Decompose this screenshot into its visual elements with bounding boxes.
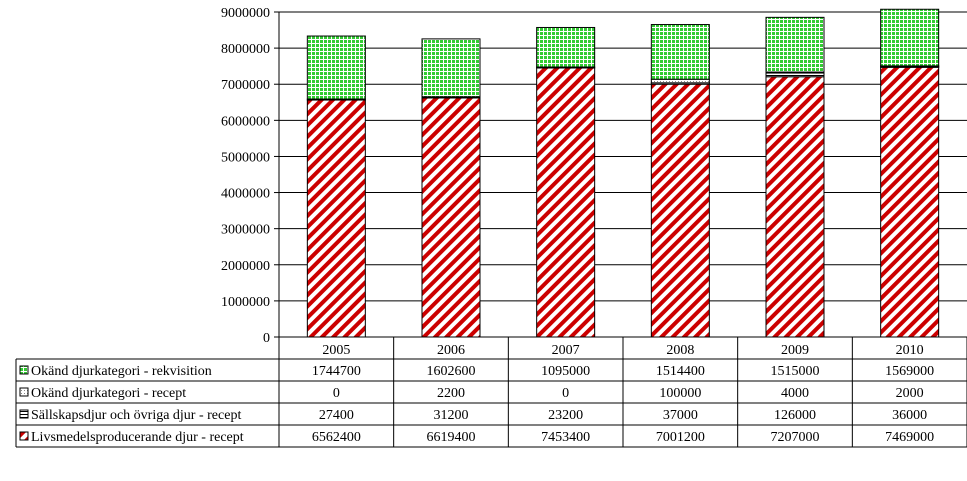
legend-key [19,409,29,419]
y-tick-label: 1000000 [221,295,270,310]
series-name: Livsmedelsproducerande djur - recept [31,430,244,445]
category-label: 2007 [552,343,580,358]
table-value: 1744700 [312,364,361,379]
category-label: 2010 [896,343,924,358]
table-value: 7001200 [656,430,705,445]
table-value: 7453400 [541,430,590,445]
table-value: 1569000 [885,364,934,379]
category-label: 2008 [666,343,694,358]
bar-segment [880,66,940,338]
table-value: 0 [333,386,340,401]
y-tick-label: 3000000 [221,223,270,238]
table-value: 31200 [434,408,469,423]
series-name: Okänd djurkategori - rekvisition [31,364,212,379]
table-value: 7207000 [771,430,820,445]
bar-segment [880,8,940,67]
table-value: 37000 [663,408,698,423]
y-tick-label: 8000000 [221,42,270,57]
table-value: 2000 [896,386,924,401]
y-tick-label: 0 [263,331,270,346]
legend-key [19,387,29,397]
data-table: 2005 2006 2007 2008 2009 2010 Okänd djurkatego… [15,336,967,448]
y-tick-label: 6000000 [221,114,270,129]
category-label: 2005 [322,343,350,358]
bar-segment [650,24,710,80]
table-value: 126000 [774,408,816,423]
table-value: 6619400 [427,430,476,445]
table-value: 1514400 [656,364,705,379]
table-value: 1602600 [427,364,476,379]
bar-segment [650,78,710,84]
table-value: 1095000 [541,364,590,379]
value-axis: 0 1000000 2000000 3000000 4000000 5000000 6000… [221,6,280,346]
legend-key [19,431,29,441]
table-value: 27400 [319,408,354,423]
bar-segment [306,99,366,338]
bar-segment [650,83,710,338]
bar-segment [306,35,366,100]
y-tick-label: 4000000 [221,187,270,202]
y-tick-label: 7000000 [221,78,270,93]
table-value: 1515000 [771,364,820,379]
y-tick-label: 2000000 [221,259,270,274]
table-value: 7469000 [885,430,934,445]
table-value: 36000 [892,408,927,423]
bar-segment [765,16,825,73]
gridlines [279,11,967,302]
bar-segment [536,26,596,68]
table-value: 23200 [548,408,583,423]
category-label: 2006 [437,343,465,358]
bar-segment [421,97,481,338]
table-value: 6562400 [312,430,361,445]
series-name: Okänd djurkategori - recept [31,386,186,401]
y-tick-label: 5000000 [221,150,270,165]
bar-segment [421,38,481,98]
bars [306,8,940,338]
table-value: 4000 [781,386,809,401]
bar-segment [536,67,596,338]
table-value: 0 [562,386,569,401]
table-value: 100000 [659,386,701,401]
y-tick-label: 9000000 [221,6,270,21]
bar-segment [765,76,825,338]
series-name: Sällskapsdjur och övriga djur - recept [31,408,241,423]
table-value: 2200 [437,386,465,401]
legend-key [19,365,29,375]
category-label: 2009 [781,343,809,358]
